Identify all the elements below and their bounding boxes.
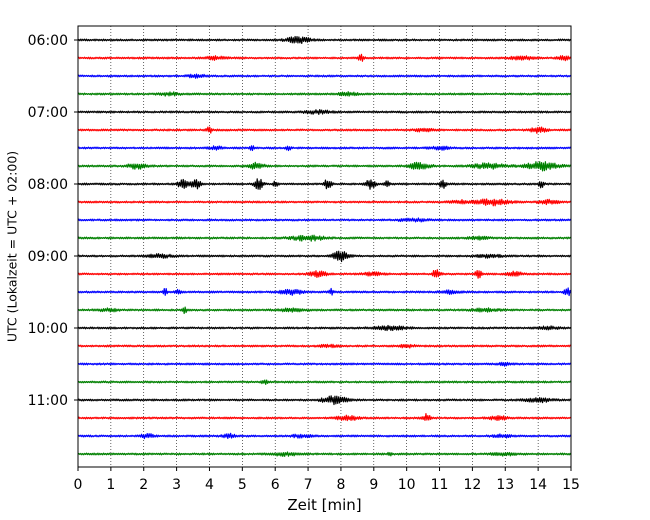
- seismogram-trace-1030: [77, 361, 572, 367]
- x-tick-label: 4: [205, 477, 214, 493]
- seismogram-trace-0930: [77, 287, 572, 297]
- seismogram-trace-1045: [77, 379, 572, 385]
- seismogram-trace-0915: [77, 269, 572, 279]
- plot-frame: [77, 25, 572, 468]
- seismogram-trace-0600: [77, 35, 572, 45]
- x-tick-label: 2: [139, 477, 148, 493]
- seismogram-trace-1115: [77, 413, 572, 422]
- seismogram-trace-1000: [77, 324, 572, 332]
- y-tick-label: 10:00: [28, 321, 68, 337]
- seismogram-trace-1015: [77, 343, 572, 349]
- seismogram-trace-0730: [77, 145, 572, 152]
- seismogram-trace-0830: [77, 217, 572, 223]
- x-tick-label: 11: [431, 477, 449, 493]
- seismogram-trace-1145: [77, 451, 572, 457]
- x-tick-label: 14: [529, 477, 547, 493]
- seismogram-trace-0900: [77, 250, 572, 263]
- x-tick-label: 3: [172, 477, 181, 493]
- x-tick-label: 13: [496, 477, 514, 493]
- seismogram-trace-0745: [77, 161, 572, 172]
- x-tick-label: 9: [369, 477, 378, 493]
- seismogram-trace-0700: [77, 109, 572, 115]
- seismogram-trace-1100: [77, 395, 572, 406]
- traces: [77, 35, 572, 457]
- y-tick-label: 09:00: [28, 249, 68, 265]
- seismogram-trace-0715: [77, 126, 572, 134]
- y-tick-label: 07:00: [28, 105, 68, 121]
- x-tick-label: 8: [336, 477, 345, 493]
- x-tick-label: 0: [74, 477, 83, 493]
- seismogram-trace-0815: [77, 198, 572, 207]
- seismogram-trace-0945: [77, 306, 572, 315]
- x-tick-label: 5: [238, 477, 247, 493]
- x-axis-ticks: 0 1 2 3 4 5 6 7 8 9 10 11 12 13 14 15: [74, 467, 580, 493]
- x-tick-label: 1: [106, 477, 115, 493]
- x-tick-label: 10: [398, 477, 416, 493]
- seismogram-trace-1130: [77, 432, 572, 440]
- seismogram-trace-0615: [77, 53, 572, 62]
- x-tick-label: 6: [271, 477, 280, 493]
- seismogram-trace-0645: [77, 91, 572, 97]
- y-axis-label: UTC (Lokalzeit = UTC + 02:00): [4, 151, 19, 342]
- y-tick-label: 06:00: [28, 33, 68, 49]
- x-axis-label: Zeit [min]: [287, 496, 361, 514]
- seismogram-trace-0845: [77, 234, 572, 242]
- x-tick-label: 15: [562, 477, 580, 493]
- y-tick-label: 11:00: [28, 393, 68, 409]
- y-axis-ticks: 06:00 07:00 08:00 09:00 10:00 11:00: [28, 33, 78, 409]
- seismogram-trace-0630: [77, 73, 572, 79]
- x-tick-label: 12: [463, 477, 481, 493]
- x-tick-label: 7: [304, 477, 313, 493]
- seismogram-trace-0800: [77, 178, 572, 190]
- y-tick-label: 08:00: [28, 177, 68, 193]
